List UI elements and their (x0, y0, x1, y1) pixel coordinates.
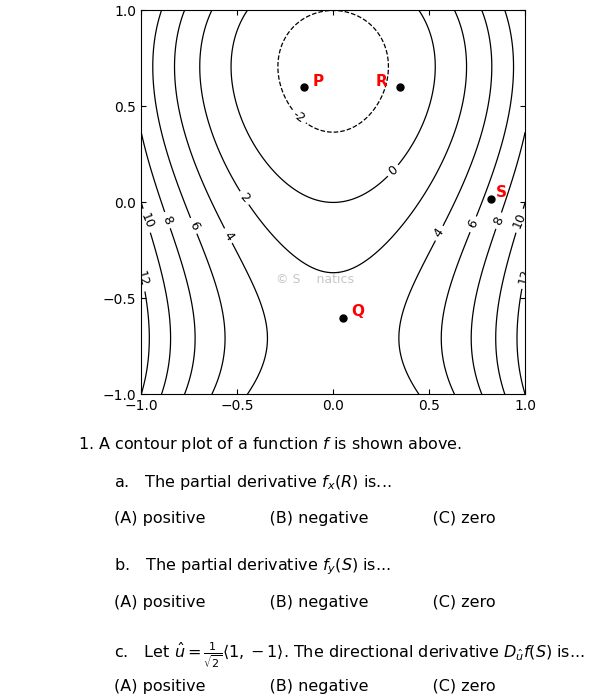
Text: b. The partial derivative $f_y(S)$ is...: b. The partial derivative $f_y(S)$ is... (114, 557, 391, 577)
Text: © S    natics: © S natics (276, 273, 353, 286)
Text: P: P (313, 74, 324, 89)
Text: 4: 4 (221, 229, 236, 243)
Text: 12: 12 (134, 270, 151, 289)
Text: Q: Q (351, 304, 364, 319)
Text: a. The partial derivative $f_x(R)$ is...: a. The partial derivative $f_x(R)$ is... (114, 473, 391, 492)
Text: 8: 8 (160, 214, 175, 227)
Text: 1. A contour plot of a function $f$ is shown above.: 1. A contour plot of a function $f$ is s… (78, 435, 462, 454)
Text: 10: 10 (511, 211, 529, 231)
Text: 6: 6 (466, 217, 481, 231)
Text: (A) positive    (B) negative    (C) zero: (A) positive (B) negative (C) zero (114, 595, 496, 610)
Text: R: R (375, 74, 387, 89)
Text: S: S (496, 185, 507, 200)
Text: c. Let $\hat{u} = \frac{1}{\sqrt{2}}\langle 1, -1\rangle$. The directional deriv: c. Let $\hat{u} = \frac{1}{\sqrt{2}}\lan… (114, 641, 585, 670)
Text: 6: 6 (186, 220, 201, 232)
Text: 2: 2 (237, 191, 252, 205)
Text: 12: 12 (516, 267, 532, 286)
Text: 0: 0 (386, 163, 400, 178)
Text: 10: 10 (137, 211, 156, 231)
Text: (A) positive    (B) negative    (C) zero: (A) positive (B) negative (C) zero (114, 679, 496, 694)
Text: 8: 8 (491, 215, 507, 227)
Text: (A) positive    (B) negative    (C) zero: (A) positive (B) negative (C) zero (114, 511, 496, 526)
Text: 4: 4 (432, 227, 447, 240)
Text: -2: -2 (290, 108, 308, 126)
